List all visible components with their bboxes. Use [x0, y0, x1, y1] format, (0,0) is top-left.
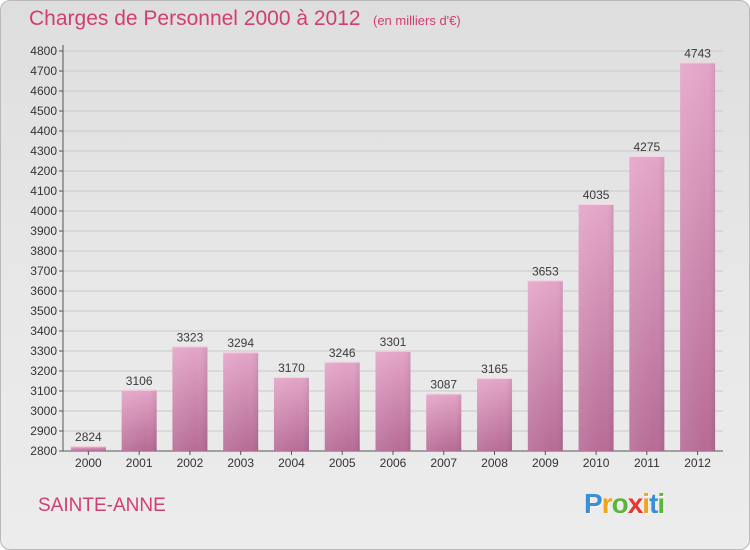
- bar-shade-2001: [121, 389, 157, 451]
- value-label-2000: 2824: [75, 430, 102, 444]
- y-tick-label: 3400: [30, 324, 57, 338]
- x-tick-label-2012: 2012: [684, 456, 711, 470]
- y-tick-label: 4100: [30, 184, 57, 198]
- y-tick-label: 4700: [30, 64, 57, 78]
- bar-shade-2003: [223, 352, 259, 451]
- bar-shade-2005: [324, 361, 360, 451]
- bar-shade-2000: [70, 446, 106, 451]
- bar-shade-2011: [629, 156, 665, 451]
- y-tick-label: 2800: [30, 444, 57, 458]
- y-tick-label: 3200: [30, 364, 57, 378]
- y-tick-label: 2900: [30, 424, 57, 438]
- y-tick-label: 3100: [30, 384, 57, 398]
- bars: [70, 62, 716, 452]
- axes: 2800 2900 3000 3100 3200 3300 3400 3500 3600 3700…: [30, 44, 723, 470]
- value-label-2011: 4275: [633, 140, 660, 154]
- value-label-2002: 3323: [177, 330, 204, 344]
- logo-letter: i: [642, 488, 650, 519]
- value-label-2004: 3170: [278, 361, 305, 375]
- y-tick-label: 3600: [30, 284, 57, 298]
- y-tick-label: 3300: [30, 344, 57, 358]
- value-label-2009: 3653: [532, 264, 559, 278]
- logo-letter: t: [649, 488, 658, 519]
- y-tick-label: 4200: [30, 164, 57, 178]
- x-tick-label-2010: 2010: [583, 456, 610, 470]
- bar-shade-2007: [426, 393, 462, 451]
- y-tick-label: 3700: [30, 264, 57, 278]
- x-tick-label-2004: 2004: [278, 456, 305, 470]
- x-tick-label-2007: 2007: [430, 456, 457, 470]
- value-label-2001: 3106: [126, 374, 153, 388]
- y-tick-label: 4800: [30, 44, 57, 58]
- x-tick-label-2009: 2009: [532, 456, 559, 470]
- bar-shade-2010: [578, 204, 614, 451]
- y-tick-label: 3900: [30, 224, 57, 238]
- commune-name: SAINTE-ANNE: [38, 495, 166, 516]
- y-tick-label: 3000: [30, 404, 57, 418]
- y-tick-label: 3500: [30, 304, 57, 318]
- value-label-2012: 4743: [684, 46, 711, 60]
- y-tick-label: 4400: [30, 124, 57, 138]
- bar-shade-2006: [375, 350, 411, 451]
- bar-shade-2009: [527, 280, 563, 451]
- y-tick-label: 4600: [30, 84, 57, 98]
- x-tick-label-2002: 2002: [177, 456, 204, 470]
- x-tick-label-2011: 2011: [634, 456, 660, 470]
- x-tick-label-2000: 2000: [75, 456, 102, 470]
- value-label-2003: 3294: [227, 336, 254, 350]
- value-label-2010: 4035: [583, 188, 610, 202]
- logo-letter: i: [657, 488, 665, 519]
- value-label-2005: 3246: [329, 346, 356, 360]
- logo-letter: o: [611, 488, 629, 519]
- chart-title: Charges de Personnel 2000 à 2012: [29, 7, 361, 30]
- x-tick-label-2008: 2008: [481, 456, 508, 470]
- value-label-2008: 3165: [481, 362, 508, 376]
- x-tick-label-2005: 2005: [329, 456, 356, 470]
- x-tick-label-2001: 2001: [126, 456, 153, 470]
- bar-shade-2008: [477, 378, 513, 451]
- value-label-2006: 3301: [380, 335, 407, 349]
- y-tick-label: 4000: [30, 204, 57, 218]
- y-tick-label: 4500: [30, 104, 57, 118]
- proxiti-logo: Proxiti: [584, 488, 665, 520]
- chart-subtitle: (en milliers d'€): [373, 13, 461, 28]
- bar-shade-2002: [172, 346, 208, 451]
- x-tick-label-2006: 2006: [380, 456, 407, 470]
- value-label-2007: 3087: [430, 378, 457, 392]
- logo-letter: x: [627, 488, 644, 519]
- y-tick-label: 3800: [30, 244, 57, 258]
- bar-shade-2012: [680, 62, 716, 452]
- x-tick-label-2003: 2003: [227, 456, 254, 470]
- data-labels: 2824 3106 3323 3294 3170 3246 3301 3087 3165 3653…: [75, 46, 711, 444]
- y-tick-label: 4300: [30, 144, 57, 158]
- logo-letter: r: [601, 488, 613, 519]
- logo-letter: P: [584, 488, 603, 519]
- bar-shade-2004: [273, 377, 309, 451]
